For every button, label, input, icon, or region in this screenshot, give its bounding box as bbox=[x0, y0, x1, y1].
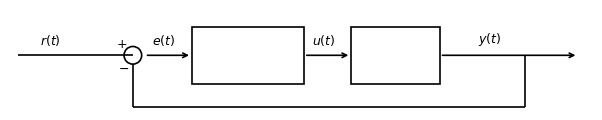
Text: Plant: Plant bbox=[379, 49, 412, 62]
Bar bbox=[351, 27, 439, 84]
Text: Controller: Controller bbox=[216, 49, 281, 62]
Text: $y(t)$: $y(t)$ bbox=[478, 31, 501, 48]
Text: $+$: $+$ bbox=[116, 38, 127, 51]
Text: $-$: $-$ bbox=[119, 62, 129, 75]
Text: $u(t)$: $u(t)$ bbox=[312, 33, 335, 48]
Text: $e(t)$: $e(t)$ bbox=[152, 33, 176, 48]
Text: $r(t)$: $r(t)$ bbox=[40, 33, 61, 48]
Bar bbox=[192, 27, 304, 84]
